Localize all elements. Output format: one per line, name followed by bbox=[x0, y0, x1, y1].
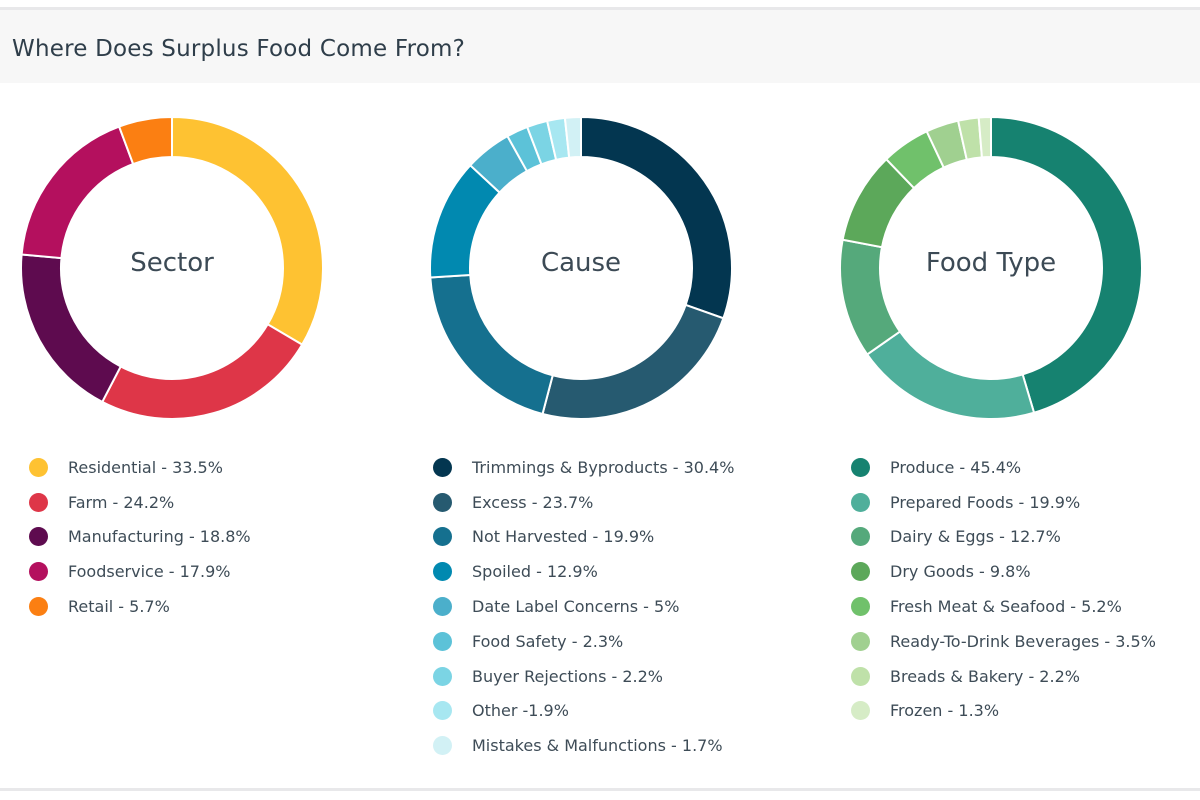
legend-color-dot-icon bbox=[433, 631, 452, 651]
legend-label: Buyer Rejections - 2.2% bbox=[472, 666, 663, 686]
legend-item[interactable]: Excess - 23.7% bbox=[433, 485, 734, 520]
legend-label: Manufacturing - 18.8% bbox=[68, 527, 251, 547]
sector-legend: Residential - 33.5% Farm - 24.2% Manufactu… bbox=[29, 450, 251, 624]
food-type-legend: Produce - 45.4% Prepared Foods - 19.9% Dai… bbox=[851, 450, 1156, 728]
legend-color-dot-icon bbox=[851, 492, 870, 512]
legend-color-dot-icon bbox=[29, 457, 48, 477]
legend-color-dot-icon bbox=[29, 562, 48, 582]
legend-item[interactable]: Manufacturing - 18.8% bbox=[29, 520, 251, 555]
legend-color-dot-icon bbox=[851, 457, 870, 477]
legend-label: Food Safety - 2.3% bbox=[472, 631, 624, 651]
legend-label: Not Harvested - 19.9% bbox=[472, 527, 655, 547]
donut-slice-residential[interactable] bbox=[171, 115, 324, 346]
legend-color-dot-icon bbox=[433, 492, 452, 512]
legend-item[interactable]: Produce - 45.4% bbox=[851, 450, 1156, 485]
legend-label: Frozen - 1.3% bbox=[890, 701, 1000, 721]
legend-item[interactable]: Residential - 33.5% bbox=[29, 450, 251, 485]
legend-label: Retail - 5.7% bbox=[68, 597, 170, 617]
legend-label: Fresh Meat & Seafood - 5.2% bbox=[890, 597, 1122, 617]
cause-chart-title: Cause bbox=[540, 248, 622, 278]
donut-slice-mistakes-malfunctions[interactable] bbox=[563, 115, 582, 159]
legend-item[interactable]: Fresh Meat & Seafood - 5.2% bbox=[851, 589, 1156, 624]
legend-label: Excess - 23.7% bbox=[472, 492, 594, 512]
donut-slice-trimmings-byproducts[interactable] bbox=[580, 115, 733, 320]
legend-color-dot-icon bbox=[433, 527, 452, 547]
legend-item[interactable]: Ready-To-Drink Beverages - 3.5% bbox=[851, 624, 1156, 659]
legend-item[interactable]: Breads & Bakery - 2.2% bbox=[851, 659, 1156, 694]
legend-color-dot-icon bbox=[433, 701, 452, 721]
page-title: Where Does Surplus Food Come From? bbox=[12, 36, 466, 62]
legend-item[interactable]: Retail - 5.7% bbox=[29, 589, 251, 624]
donut-slice-excess[interactable] bbox=[541, 303, 725, 420]
sector-donut-chart bbox=[20, 115, 324, 420]
legend-item[interactable]: Spoiled - 12.9% bbox=[433, 554, 734, 589]
legend-item[interactable]: Food Safety - 2.3% bbox=[433, 624, 734, 659]
legend-item[interactable]: Mistakes & Malfunctions - 1.7% bbox=[433, 728, 734, 763]
cause-legend: Trimmings & Byproducts - 30.4% Excess - 2… bbox=[433, 450, 734, 763]
legend-item[interactable]: Date Label Concerns - 5% bbox=[433, 589, 734, 624]
legend-item[interactable]: Trimmings & Byproducts - 30.4% bbox=[433, 450, 734, 485]
sector-chart-title: Sector bbox=[130, 248, 214, 278]
legend-item[interactable]: Foodservice - 17.9% bbox=[29, 554, 251, 589]
bottom-border bbox=[0, 788, 1200, 791]
legend-label: Prepared Foods - 19.9% bbox=[890, 492, 1081, 512]
legend-item[interactable]: Other -1.9% bbox=[433, 694, 734, 729]
legend-item[interactable]: Buyer Rejections - 2.2% bbox=[433, 659, 734, 694]
legend-color-dot-icon bbox=[433, 457, 452, 477]
donut-slice-not-harvested[interactable] bbox=[429, 273, 554, 416]
legend-item[interactable]: Farm - 24.2% bbox=[29, 485, 251, 520]
donut-slice-produce[interactable] bbox=[990, 115, 1143, 414]
legend-item[interactable]: Not Harvested - 19.9% bbox=[433, 520, 734, 555]
legend-color-dot-icon bbox=[433, 736, 452, 756]
legend-label: Other -1.9% bbox=[472, 701, 569, 721]
legend-item[interactable]: Dry Goods - 9.8% bbox=[851, 554, 1156, 589]
legend-color-dot-icon bbox=[433, 666, 452, 686]
legend-color-dot-icon bbox=[851, 631, 870, 651]
legend-label: Ready-To-Drink Beverages - 3.5% bbox=[890, 631, 1156, 651]
legend-item[interactable]: Dairy & Eggs - 12.7% bbox=[851, 520, 1156, 555]
legend-label: Dairy & Eggs - 12.7% bbox=[890, 527, 1061, 547]
legend-color-dot-icon bbox=[433, 597, 452, 617]
legend-label: Breads & Bakery - 2.2% bbox=[890, 666, 1080, 686]
food-type-chart-title: Food Type bbox=[925, 248, 1057, 278]
legend-label: Farm - 24.2% bbox=[68, 492, 175, 512]
legend-color-dot-icon bbox=[433, 562, 452, 582]
header-bar: Where Does Surplus Food Come From? bbox=[0, 10, 1200, 83]
legend-label: Date Label Concerns - 5% bbox=[472, 597, 680, 617]
donut-slice-foodservice[interactable] bbox=[20, 125, 135, 260]
legend-label: Dry Goods - 9.8% bbox=[890, 562, 1031, 582]
legend-color-dot-icon bbox=[851, 666, 870, 686]
legend-label: Trimmings & Byproducts - 30.4% bbox=[472, 457, 735, 477]
legend-label: Produce - 45.4% bbox=[890, 457, 1022, 477]
donut-slice-retail[interactable] bbox=[117, 115, 173, 166]
legend-color-dot-icon bbox=[29, 527, 48, 547]
legend-label: Spoiled - 12.9% bbox=[472, 562, 598, 582]
legend-color-dot-icon bbox=[851, 701, 870, 721]
legend-color-dot-icon bbox=[851, 527, 870, 547]
legend-label: Mistakes & Malfunctions - 1.7% bbox=[472, 736, 723, 756]
top-border bbox=[0, 7, 1200, 10]
legend-color-dot-icon bbox=[29, 492, 48, 512]
food-type-donut-chart bbox=[839, 115, 1143, 420]
legend-color-dot-icon bbox=[851, 597, 870, 617]
legend-label: Residential - 33.5% bbox=[68, 457, 223, 477]
legend-label: Foodservice - 17.9% bbox=[68, 562, 231, 582]
donut-slice-prepared-foods[interactable] bbox=[865, 330, 1036, 420]
legend-item[interactable]: Frozen - 1.3% bbox=[851, 694, 1156, 729]
donut-slice-farm[interactable] bbox=[100, 322, 304, 420]
legend-color-dot-icon bbox=[851, 562, 870, 582]
cause-donut-chart bbox=[429, 115, 733, 420]
legend-color-dot-icon bbox=[29, 597, 48, 617]
legend-item[interactable]: Prepared Foods - 19.9% bbox=[851, 485, 1156, 520]
donut-slice-frozen[interactable] bbox=[977, 115, 992, 159]
